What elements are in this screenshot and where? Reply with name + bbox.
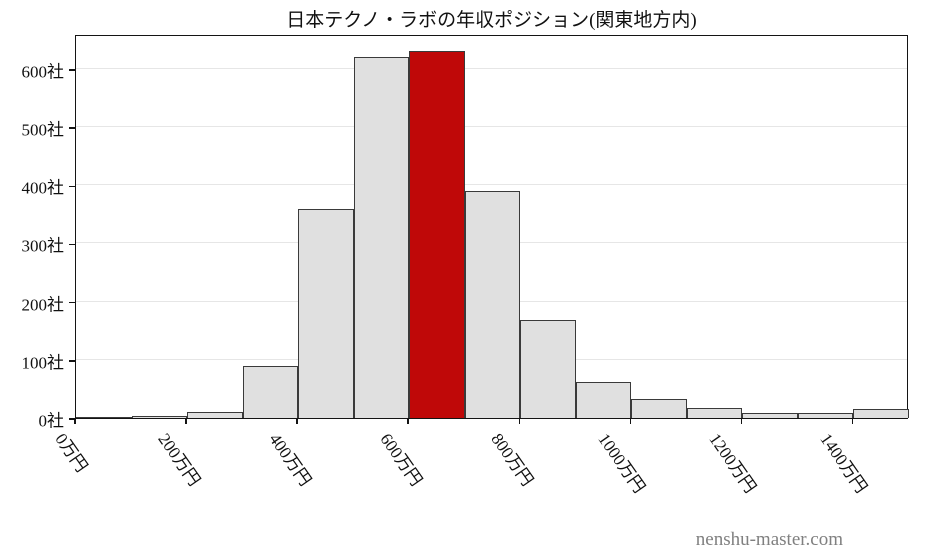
y-tick-label: 0社: [38, 411, 65, 431]
y-tick-label: 400社: [21, 178, 65, 198]
x-tick-label: 400万円: [265, 429, 316, 490]
x-tick-label: 1400万円: [816, 429, 872, 497]
x-tick-label: 1200万円: [705, 429, 761, 497]
histogram-bar: [242, 365, 299, 418]
x-tick-mark: [74, 419, 76, 424]
histogram-bar: [298, 208, 354, 418]
x-tick-mark: [851, 419, 854, 424]
y-tick-label: 300社: [21, 236, 65, 256]
y-tick-label: 100社: [21, 353, 65, 373]
y-tick-mark: [69, 127, 75, 129]
x-tick-label: 200万円: [154, 429, 205, 490]
x-tick-mark: [629, 419, 632, 424]
x-tick-mark: [518, 419, 521, 424]
x-tick-mark: [296, 419, 298, 424]
histogram-bar-highlighted: [409, 51, 465, 418]
histogram-bar: [353, 57, 410, 418]
y-tick-mark: [69, 69, 75, 71]
y-tick-mark: [69, 301, 75, 304]
y-tick-label: 600社: [21, 62, 65, 82]
y-tick-mark: [69, 360, 75, 362]
watermark-text: nenshu-master.com: [695, 529, 843, 550]
histogram-bar: [686, 408, 743, 418]
y-tick-label: 200社: [21, 295, 65, 315]
histogram-bar: [131, 416, 188, 418]
histogram-bar: [187, 412, 243, 418]
y-tick-mark: [69, 185, 75, 188]
histogram-bar: [520, 320, 576, 418]
histogram-bar: [742, 412, 798, 418]
chart-title: 日本テクノ・ラボの年収ポジション(関東地方内): [286, 10, 697, 31]
y-tick-mark: [69, 243, 75, 246]
histogram-bar: [464, 191, 521, 418]
x-tick-mark: [407, 419, 409, 424]
histogram-bar: [575, 381, 632, 418]
histogram-bar: [797, 413, 854, 418]
y-tick-label: 500社: [21, 120, 65, 140]
x-tick-label: 800万円: [487, 429, 538, 490]
x-tick-mark: [740, 419, 743, 424]
gridline: [76, 126, 907, 128]
histogram-bar: [76, 416, 132, 418]
gridline: [76, 184, 907, 186]
x-tick-mark: [185, 419, 187, 424]
gridline: [76, 67, 907, 69]
histogram-bar: [631, 398, 687, 418]
y-tick-mark: [69, 418, 75, 420]
x-tick-label: 1000万円: [594, 429, 650, 497]
plot-area: [75, 35, 909, 419]
histogram-bar: [853, 408, 909, 418]
x-tick-label: 0万円: [51, 429, 92, 476]
x-tick-label: 600万円: [376, 429, 427, 490]
